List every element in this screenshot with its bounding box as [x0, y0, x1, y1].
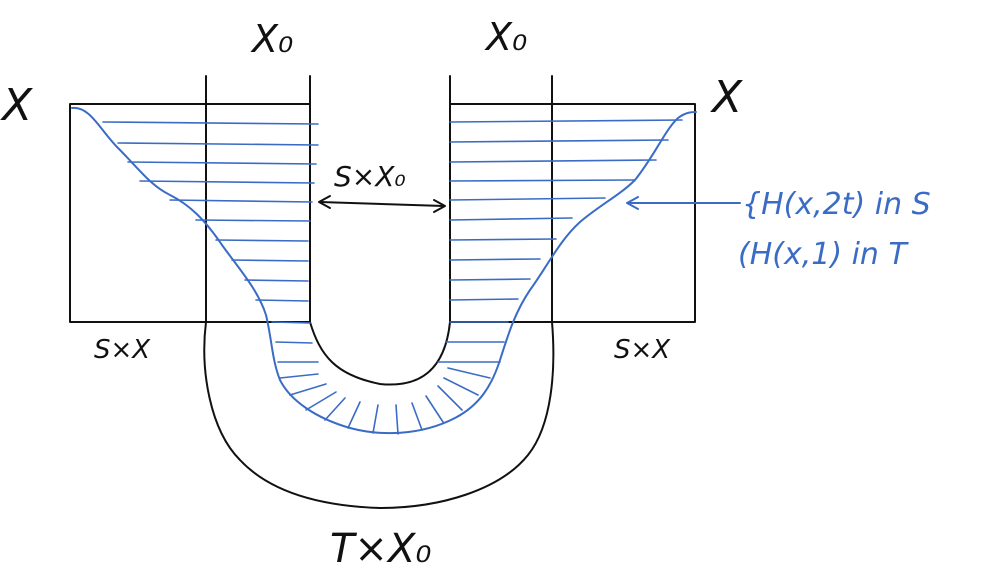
t-x0-outer-arc: [203, 321, 555, 509]
s-x-label-right: S×X: [614, 335, 671, 365]
t-x0-label: T×X₀: [330, 526, 431, 572]
annotation-pointer-head: [626, 196, 639, 210]
bottom-hatching: [279, 367, 491, 435]
t-x0-inner-arc: [309, 321, 451, 386]
left-x0-strip: [205, 75, 311, 323]
x0-label-right: X₀: [484, 15, 527, 59]
left-sx-rect: [69, 103, 311, 323]
left-hatching: [102, 121, 319, 363]
s-x0-label: S×X₀: [334, 160, 406, 193]
h-in-s-label: {H(x,2t) in S: [742, 187, 931, 222]
arrowhead-right: [433, 199, 446, 213]
s-x-label-left: S×X: [94, 335, 151, 365]
x-label-left: X: [0, 80, 33, 131]
double-arrow: [319, 201, 445, 207]
right-sx-rect: [449, 103, 696, 323]
arrowhead-left: [318, 195, 331, 209]
h-in-t-label: (H(x,1) in T: [738, 237, 909, 272]
right-hatching: [437, 119, 683, 363]
x-label-right: X: [710, 72, 743, 123]
x0-label-left: X₀: [250, 17, 293, 61]
